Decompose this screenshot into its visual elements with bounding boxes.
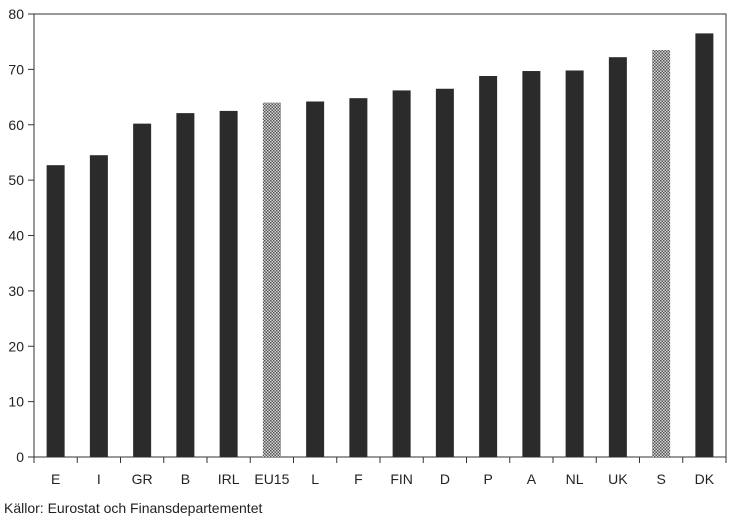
x-tick-label: D <box>440 471 450 487</box>
x-tick-label: IRL <box>218 471 240 487</box>
x-tick-label: F <box>354 471 363 487</box>
x-tick-label: FIN <box>390 471 413 487</box>
y-tick-label: 20 <box>8 338 24 354</box>
bar-f <box>349 98 368 458</box>
bar-eu15 <box>262 102 281 457</box>
y-tick-label: 70 <box>8 61 24 77</box>
x-tick-label: DK <box>695 471 715 487</box>
y-tick-label: 80 <box>8 6 24 22</box>
y-tick-label: 40 <box>8 228 24 244</box>
x-tick-label: GR <box>132 471 153 487</box>
tick-labels: 0 10 20 30 40 50 60 70 80 E I GR B IRL EU15 L F FIN D P A NL U… <box>8 6 714 487</box>
source-note: Källor: Eurostat och Finansdepartementet <box>4 500 263 516</box>
y-tick-label: 50 <box>8 172 24 188</box>
x-tick-label: S <box>656 471 665 487</box>
bar-d <box>435 88 454 457</box>
y-tick-label: 10 <box>8 394 24 410</box>
x-tick-label: L <box>311 471 319 487</box>
x-tick-label: NL <box>566 471 584 487</box>
y-tick-label: 0 <box>16 449 24 465</box>
x-tick-label: UK <box>608 471 628 487</box>
bar-a <box>522 71 541 457</box>
y-tick-label: 60 <box>8 117 24 133</box>
bar-b <box>176 113 195 457</box>
y-tick-label: 30 <box>8 283 24 299</box>
bar-irl <box>219 110 238 457</box>
bar-s <box>652 49 671 458</box>
x-tick-label: P <box>483 471 492 487</box>
x-tick-label: EU15 <box>254 471 289 487</box>
x-tick-label: E <box>51 471 60 487</box>
bar-nl <box>565 70 584 458</box>
bar-dk <box>695 33 714 457</box>
bar-i <box>89 155 108 458</box>
bar-p <box>479 76 498 458</box>
x-tick-label: B <box>181 471 190 487</box>
axes-frame <box>28 13 727 463</box>
bar-l <box>306 101 325 458</box>
bar-e <box>46 165 65 457</box>
x-tick-label: A <box>527 471 537 487</box>
x-tick-label: I <box>97 471 101 487</box>
bar-chart: 0 10 20 30 40 50 60 70 80 E I GR B IRL EU15 L F FIN D P A NL U… <box>8 6 727 487</box>
bar-fin <box>392 90 411 457</box>
bar-uk <box>608 57 627 457</box>
bar-gr <box>133 123 152 457</box>
bars <box>46 33 714 458</box>
